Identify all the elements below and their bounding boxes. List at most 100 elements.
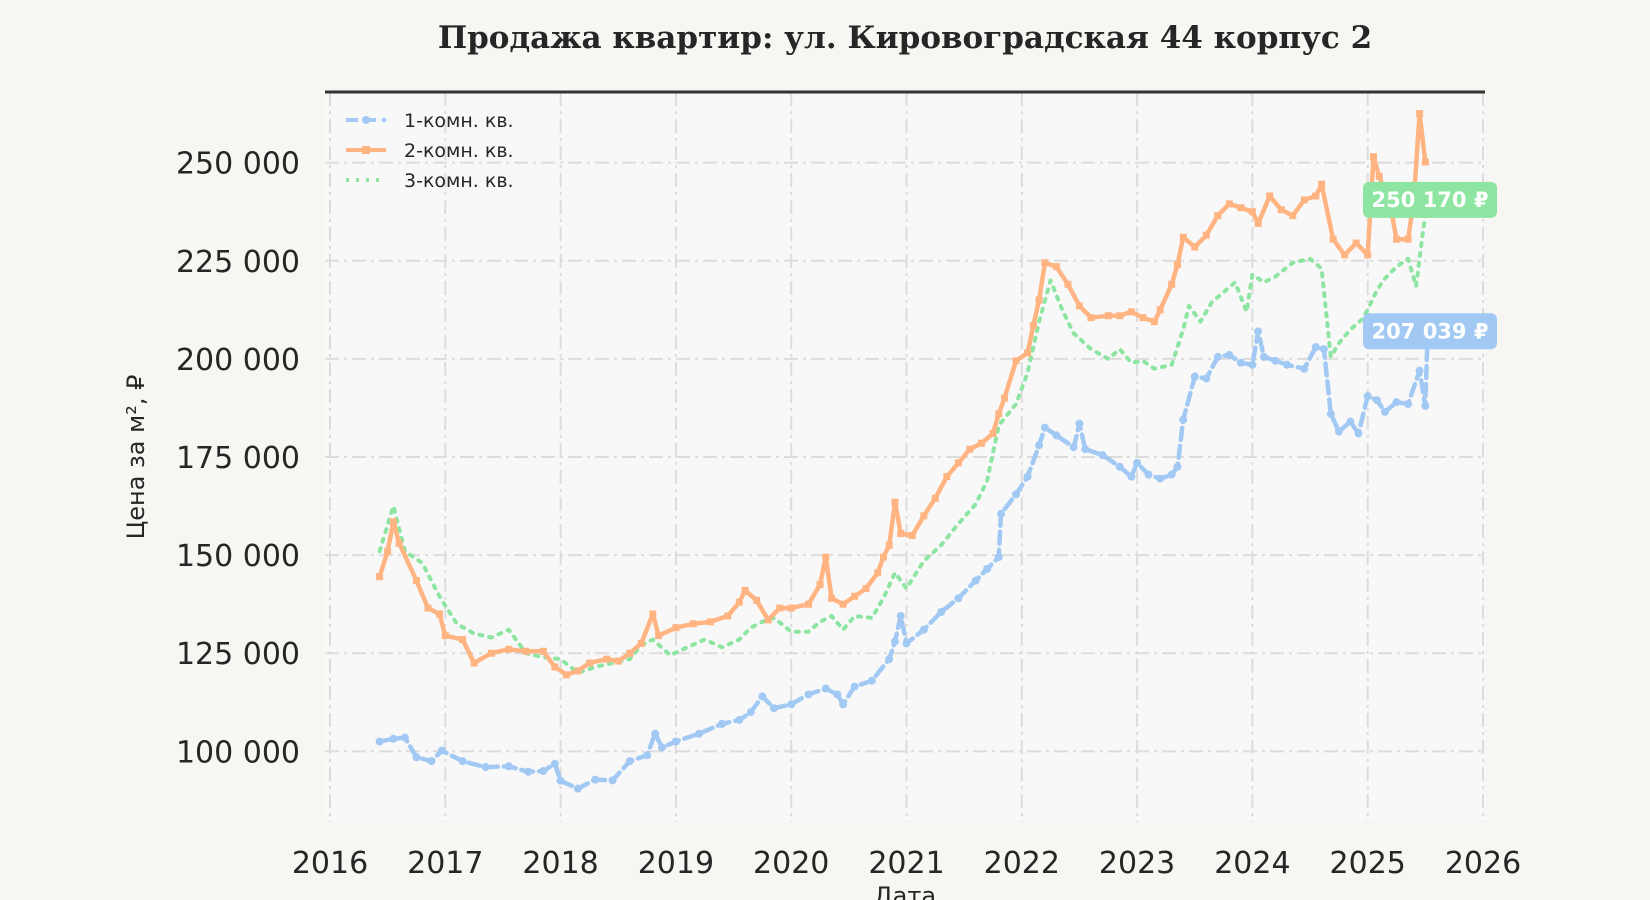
legend-item: 2-комн. кв. bbox=[346, 140, 514, 162]
data-point bbox=[1416, 110, 1424, 118]
legend-item: 3-комн. кв. bbox=[346, 170, 514, 192]
data-point bbox=[1127, 472, 1136, 481]
data-point bbox=[862, 584, 870, 592]
data-point bbox=[1254, 219, 1262, 227]
data-point bbox=[995, 410, 1003, 418]
data-point bbox=[376, 573, 384, 581]
data-point bbox=[1271, 356, 1280, 365]
data-point bbox=[977, 439, 985, 447]
y-tick-label: 125 000 bbox=[176, 637, 300, 672]
legend: 1-комн. кв. 2-комн. кв. 3-комн. кв. bbox=[346, 110, 514, 192]
x-tick-label: 2025 bbox=[1330, 846, 1406, 881]
data-point bbox=[983, 564, 992, 573]
data-point bbox=[441, 632, 449, 640]
series-2 bbox=[376, 110, 1429, 679]
data-point bbox=[1380, 407, 1389, 416]
data-point bbox=[487, 649, 495, 657]
data-point bbox=[1334, 427, 1343, 436]
data-point bbox=[424, 604, 432, 612]
data-point bbox=[637, 639, 645, 647]
data-point bbox=[689, 620, 697, 628]
data-point bbox=[551, 663, 559, 671]
x-tick-label: 2019 bbox=[638, 846, 714, 881]
data-point bbox=[1248, 208, 1256, 216]
data-point bbox=[1248, 360, 1257, 369]
data-point bbox=[885, 541, 893, 549]
data-point bbox=[400, 733, 409, 742]
data-point bbox=[1329, 235, 1337, 243]
data-point bbox=[1133, 458, 1142, 467]
data-point bbox=[1225, 200, 1233, 208]
data-point bbox=[1421, 158, 1429, 166]
data-point bbox=[735, 598, 743, 606]
series-3 bbox=[377, 197, 1430, 675]
data-point bbox=[1319, 345, 1328, 354]
data-point bbox=[694, 729, 703, 738]
data-point bbox=[753, 596, 761, 604]
data-point bbox=[994, 553, 1003, 562]
data-point bbox=[1087, 314, 1095, 322]
data-point bbox=[1236, 358, 1245, 367]
data-point bbox=[1144, 470, 1153, 479]
data-point bbox=[1237, 204, 1245, 212]
data-point bbox=[505, 645, 513, 653]
data-point bbox=[1300, 196, 1308, 204]
data-point bbox=[1202, 231, 1210, 239]
data-point bbox=[764, 616, 772, 624]
data-point bbox=[470, 659, 478, 667]
data-point bbox=[522, 647, 530, 655]
data-point bbox=[1300, 364, 1309, 373]
data-point bbox=[412, 577, 420, 585]
data-point bbox=[839, 600, 847, 608]
data-point bbox=[1372, 396, 1381, 405]
data-point bbox=[608, 776, 617, 785]
data-point bbox=[1069, 443, 1078, 452]
chart-title: Продажа квартир: ул. Кировоградская 44 к… bbox=[437, 20, 1373, 56]
y-tick-label: 175 000 bbox=[176, 441, 300, 476]
data-point bbox=[1001, 394, 1009, 402]
data-point bbox=[1104, 312, 1112, 320]
data-point bbox=[908, 531, 916, 539]
data-point bbox=[1150, 318, 1158, 326]
data-point bbox=[1354, 429, 1363, 438]
data-point bbox=[1173, 261, 1181, 269]
x-tick-label: 2022 bbox=[984, 846, 1060, 881]
data-point bbox=[804, 600, 812, 608]
data-point bbox=[776, 604, 784, 612]
data-point bbox=[891, 498, 899, 506]
data-point bbox=[562, 671, 570, 679]
data-point bbox=[1311, 343, 1320, 352]
badge-label: 250 170 ₽ bbox=[1372, 188, 1489, 212]
data-point bbox=[672, 624, 680, 632]
series-layer bbox=[375, 110, 1432, 793]
data-point bbox=[1156, 474, 1165, 483]
data-point bbox=[885, 655, 894, 664]
data-point bbox=[1139, 314, 1147, 322]
data-point bbox=[1312, 192, 1320, 200]
data-point bbox=[828, 594, 836, 602]
legend-item: 1-комн. кв. bbox=[346, 110, 514, 132]
data-point bbox=[375, 737, 384, 746]
data-point bbox=[550, 759, 559, 768]
data-point bbox=[1024, 349, 1032, 357]
data-point bbox=[574, 667, 582, 675]
data-point bbox=[897, 530, 905, 538]
legend-marker bbox=[362, 116, 370, 124]
data-point bbox=[458, 757, 467, 766]
value-badge: 250 170 ₽ bbox=[1363, 181, 1497, 218]
data-point bbox=[1179, 233, 1187, 241]
data-point bbox=[954, 459, 962, 467]
data-point bbox=[706, 618, 714, 626]
data-point bbox=[1375, 172, 1383, 180]
data-point bbox=[997, 509, 1006, 518]
data-point bbox=[1363, 392, 1372, 401]
data-point bbox=[902, 639, 911, 648]
data-point bbox=[1075, 419, 1084, 428]
data-point bbox=[389, 734, 398, 743]
data-point bbox=[649, 610, 657, 618]
data-point bbox=[1081, 445, 1090, 454]
data-point bbox=[504, 762, 513, 771]
badge-label: 207 039 ₽ bbox=[1372, 319, 1489, 343]
series-1 bbox=[375, 327, 1432, 793]
